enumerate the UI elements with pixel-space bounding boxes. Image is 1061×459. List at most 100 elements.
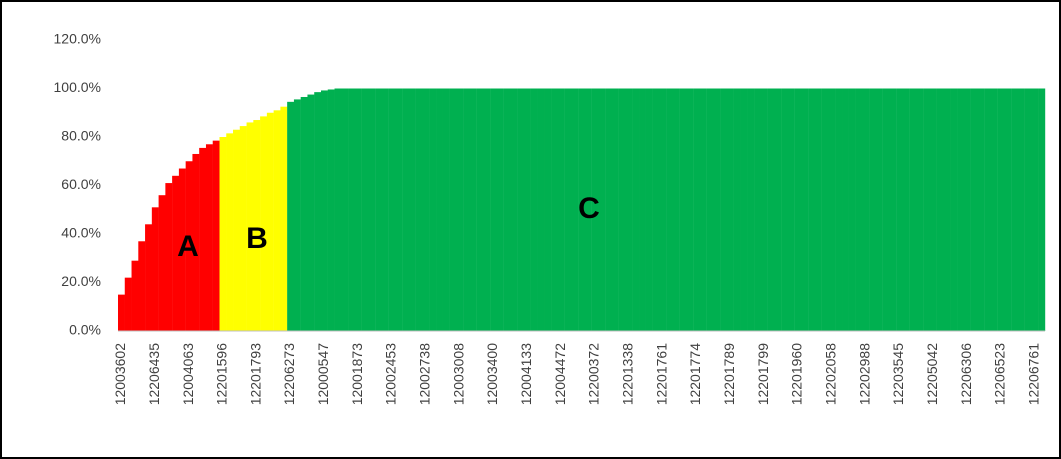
bar	[368, 88, 376, 331]
x-tick-label: 12201799	[755, 343, 771, 406]
x-tick-label: 12201338	[620, 343, 636, 406]
y-tick-label: 100.0%	[54, 79, 101, 95]
bar	[544, 88, 552, 331]
bar	[571, 88, 579, 331]
bar	[1011, 88, 1019, 331]
bar	[273, 110, 281, 331]
bar	[293, 99, 301, 331]
class-label: B	[246, 222, 268, 255]
y-tick-label: 20.0%	[61, 273, 101, 289]
bar	[740, 88, 748, 331]
x-tick-label: 12201774	[687, 343, 703, 406]
bar	[666, 88, 674, 331]
class-label: C	[578, 192, 600, 225]
bar	[503, 88, 511, 331]
bar	[957, 88, 965, 331]
bar	[280, 106, 288, 331]
x-tick-label: 12201793	[247, 343, 263, 406]
bar	[747, 88, 755, 331]
bar	[178, 168, 186, 331]
bar	[1031, 88, 1039, 331]
bar	[483, 88, 491, 331]
bar	[422, 88, 430, 331]
bar	[449, 88, 457, 331]
bar	[496, 88, 504, 331]
bar	[639, 88, 646, 331]
bar	[699, 88, 707, 331]
y-tick-label: 120.0%	[54, 31, 101, 47]
bar	[517, 88, 525, 331]
bar	[490, 88, 498, 331]
bar	[145, 224, 153, 331]
x-tick-label: 12200372	[586, 343, 602, 406]
bar	[625, 88, 633, 331]
y-tick-label: 40.0%	[61, 225, 101, 241]
bar	[923, 88, 931, 331]
bar	[510, 88, 518, 331]
bar	[118, 294, 125, 331]
bar	[219, 137, 227, 331]
bar	[767, 88, 775, 331]
bar	[821, 88, 829, 331]
bar	[307, 94, 315, 331]
bar	[598, 88, 606, 331]
bar	[828, 88, 836, 331]
bar	[632, 88, 640, 331]
bar	[672, 88, 680, 331]
bar	[381, 88, 389, 331]
bar	[781, 88, 789, 331]
bar	[713, 88, 721, 331]
bar	[557, 88, 565, 331]
bar	[354, 88, 362, 331]
class-label: A	[177, 230, 199, 263]
bar	[720, 88, 728, 331]
x-tick-label: 12201960	[789, 343, 805, 406]
x-tick-label: 12202058	[823, 343, 839, 406]
bar	[334, 88, 342, 331]
bar	[239, 126, 247, 332]
bar	[523, 88, 531, 331]
bar	[679, 88, 687, 331]
bar	[754, 88, 762, 331]
bar	[192, 153, 200, 331]
bar	[659, 88, 667, 331]
x-tick-label: 12202988	[856, 343, 872, 406]
bar	[611, 88, 619, 331]
bar	[415, 88, 423, 331]
bar	[990, 88, 998, 331]
bar	[862, 88, 870, 331]
bar	[929, 88, 937, 331]
bar	[185, 161, 193, 331]
bar	[889, 88, 897, 331]
bar	[124, 277, 132, 331]
x-tick-label: 12206761	[1026, 343, 1042, 406]
bar	[909, 88, 917, 331]
bar	[726, 88, 734, 331]
bar	[984, 88, 992, 331]
bar	[618, 88, 626, 331]
bar	[131, 260, 139, 331]
bar	[476, 88, 484, 331]
bar	[226, 133, 234, 331]
bar	[551, 88, 559, 331]
x-tick-label: 12001873	[349, 343, 365, 406]
bar	[205, 144, 213, 331]
bar	[591, 88, 599, 331]
bar	[469, 88, 477, 331]
bar	[733, 88, 741, 331]
bar	[605, 88, 613, 331]
y-tick-label: 80.0%	[61, 128, 101, 144]
bar	[686, 88, 694, 331]
bar	[835, 88, 843, 331]
bar	[341, 88, 349, 331]
bar	[138, 241, 146, 331]
bar	[848, 88, 856, 331]
x-tick-label: 12000547	[315, 343, 331, 406]
x-tick-label: 12201596	[214, 343, 230, 406]
bar	[300, 96, 308, 331]
bar	[327, 89, 335, 331]
x-tick-label: 12205042	[924, 343, 940, 406]
bar	[402, 88, 410, 331]
bar	[1038, 88, 1046, 331]
bar	[997, 88, 1005, 331]
